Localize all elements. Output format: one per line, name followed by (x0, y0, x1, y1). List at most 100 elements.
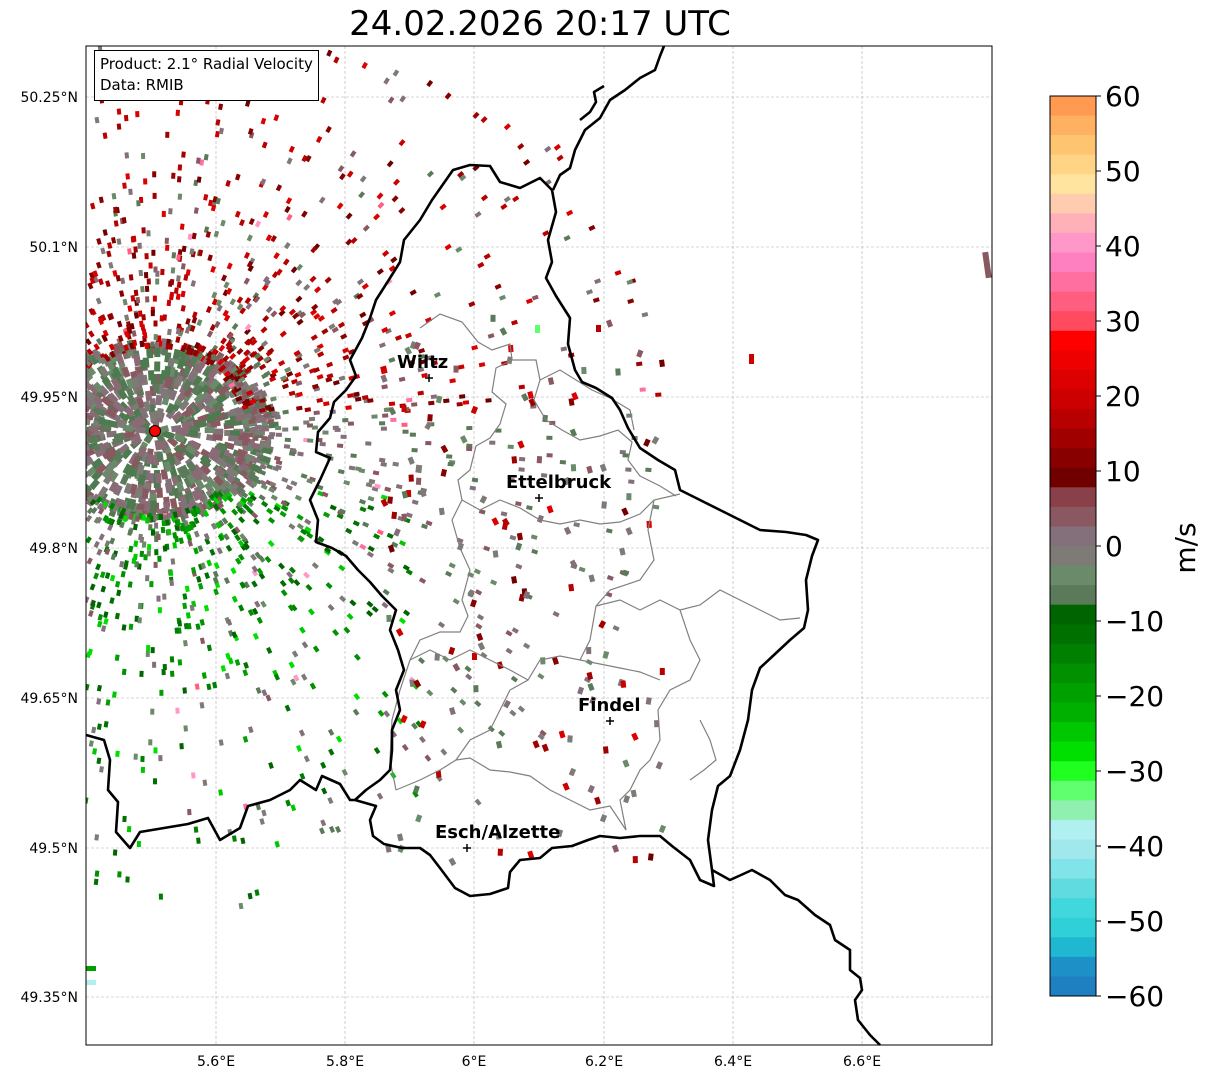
echo-pixel (354, 396, 362, 402)
echo-pixel (231, 487, 239, 495)
echo-pixel (469, 485, 477, 491)
echo-pixel (359, 543, 367, 551)
data-source-label: Data: RMIB (100, 76, 184, 94)
echo-pixel (659, 359, 665, 368)
echo-pixel (440, 468, 448, 477)
echo-pixel (435, 395, 443, 404)
echo-pixel (246, 260, 254, 268)
echo-pixel (611, 844, 620, 853)
echo-pixel (220, 664, 227, 672)
echo-pixel (65, 474, 77, 485)
echo-pixel (405, 397, 413, 403)
echo-pixel (313, 347, 321, 354)
echo-pixel (266, 507, 274, 515)
echo-pixel (88, 409, 101, 419)
colorbar-band (1050, 272, 1096, 293)
echo-pixel (234, 659, 241, 666)
echo-pixel (160, 388, 169, 400)
colorbar-band (1050, 350, 1096, 371)
echo-pixel (201, 672, 207, 679)
echo-pixel (462, 400, 470, 405)
echo-pixel (55, 458, 67, 468)
echo-pixel (137, 474, 146, 486)
echo-pixel (312, 367, 320, 373)
echo-pixel (136, 200, 141, 207)
echo-pixel (159, 689, 164, 696)
echo-pixel (263, 356, 271, 363)
echo-pixel (260, 178, 267, 186)
colorbar-band (1050, 428, 1096, 449)
echo-pixel (104, 450, 117, 462)
echo-pixel (594, 278, 602, 285)
echo-pixel (212, 433, 224, 441)
echo-pixel (530, 534, 538, 540)
echo-pixel (210, 353, 218, 361)
echo-pixel (615, 368, 621, 376)
echo-pixel (385, 844, 392, 853)
echo-pixel (89, 583, 96, 591)
echo-pixel (90, 506, 98, 515)
echo-pixel (527, 390, 534, 400)
echo-pixel (253, 361, 262, 368)
echo-pixel (203, 193, 209, 201)
echo-pixel (190, 772, 196, 779)
echo-pixel (30, 421, 40, 428)
echo-pixel (225, 378, 233, 385)
echo-pixel (160, 338, 168, 349)
echo-pixel (86, 396, 95, 407)
echo-pixel (448, 707, 456, 716)
colorbar-band (1050, 115, 1096, 136)
colorbar-tick-label: 60 (1105, 80, 1141, 113)
echo-pixel (380, 461, 387, 467)
echo-pixel (212, 400, 225, 411)
echo-pixel (210, 522, 218, 530)
echo-pixel (353, 653, 361, 661)
echo-pixel (569, 559, 578, 569)
echo-pixel (275, 432, 282, 437)
echo-pixel (236, 381, 245, 388)
echo-pixel (243, 437, 251, 443)
echo-pixel (62, 424, 72, 431)
echo-pixel (183, 520, 190, 528)
echo-pixel (190, 566, 197, 574)
echo-pixel (483, 545, 491, 552)
echo-pixel (100, 314, 107, 322)
echo-pixel (421, 372, 428, 378)
echo-pixel (133, 289, 139, 297)
echo-pixel (86, 413, 87, 423)
echo-pixel (161, 519, 167, 527)
echo-pixel (273, 505, 281, 512)
echo-pixel (214, 130, 220, 138)
echo-pixel (392, 461, 399, 467)
echo-pixel (318, 196, 326, 204)
echo-pixel (206, 644, 213, 652)
echo-pixel (86, 683, 90, 691)
echo-pixel (348, 465, 356, 471)
echo-pixel (457, 726, 465, 734)
echo-pixel (100, 585, 107, 593)
echo-pixel (517, 440, 525, 449)
echo-pixel (283, 241, 291, 250)
echo-pixel (566, 209, 574, 217)
echo-pixel (124, 314, 130, 322)
echo-pixel (456, 537, 464, 544)
echo-pixel (222, 481, 230, 489)
echo-pixel (151, 249, 156, 256)
echo-pixel (72, 433, 82, 440)
echo-pixel (227, 629, 234, 637)
lon-tick-label: 6.6°E (843, 1054, 881, 1070)
echo-pixel (245, 389, 254, 396)
echo-pixel (205, 306, 212, 314)
echo-pixel (45, 458, 57, 467)
echo-pixel (54, 429, 64, 435)
echo-pixel (112, 400, 124, 412)
echo-pixel (207, 500, 214, 508)
echo-pixel (74, 481, 85, 492)
echo-pixel (347, 393, 354, 399)
echo-pixel (41, 409, 52, 417)
echo-pixel (105, 699, 111, 706)
city-esch-alzette: Esch/Alzette (435, 822, 560, 852)
echo-pixel (86, 507, 94, 515)
lat-tick-label: 50.25°N (20, 90, 78, 106)
echo-pixel (52, 441, 63, 449)
